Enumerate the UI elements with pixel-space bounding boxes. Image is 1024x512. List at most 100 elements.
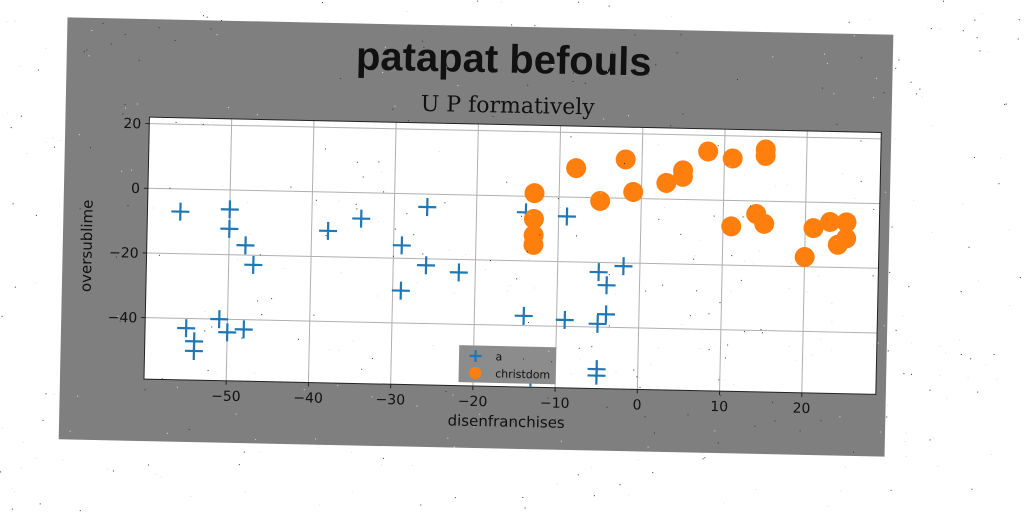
noise-speck	[943, 1, 944, 2]
noise-speck	[624, 163, 625, 164]
noise-speck	[906, 456, 907, 457]
noise-speck	[861, 57, 862, 58]
noise-speck	[977, 392, 978, 393]
noise-speck	[911, 82, 912, 83]
noise-speck	[407, 11, 408, 12]
noise-speck	[827, 63, 828, 64]
noise-speck	[443, 24, 444, 25]
noise-speck	[633, 370, 634, 371]
noise-speck	[750, 206, 751, 207]
noise-speck	[700, 240, 701, 241]
noise-speck	[12, 488, 13, 489]
noise-speck	[316, 200, 317, 201]
noise-speck	[869, 19, 870, 20]
noise-speck	[640, 387, 641, 388]
noise-speck	[761, 329, 762, 330]
noise-speck	[1004, 104, 1005, 105]
noise-speck	[607, 407, 608, 408]
noise-speck	[454, 293, 455, 294]
noise-speck	[612, 51, 613, 52]
noise-speck	[237, 259, 238, 260]
x-tick-label: −50	[211, 388, 241, 405]
noise-speck	[658, 219, 659, 220]
noise-speck	[974, 20, 975, 21]
noise-speck	[873, 275, 874, 276]
noise-speck	[170, 188, 171, 189]
noise-speck	[203, 15, 204, 16]
noise-speck	[840, 490, 841, 491]
noise-speck	[985, 364, 986, 365]
noise-speck	[576, 235, 577, 236]
noise-speck	[383, 191, 384, 192]
noise-speck	[116, 257, 117, 258]
noise-speck	[887, 405, 888, 406]
noise-speck	[842, 173, 843, 174]
noise-speck	[603, 119, 604, 120]
noise-speck	[501, 2, 502, 3]
noise-speck	[714, 216, 715, 217]
noise-speck	[654, 433, 655, 434]
noise-speck	[556, 351, 557, 352]
x-tick-label: 20	[792, 401, 810, 417]
noise-speck	[974, 157, 975, 158]
noise-speck	[903, 315, 904, 316]
noise-speck	[807, 292, 808, 293]
noise-speck	[558, 198, 559, 199]
noise-speck	[978, 281, 979, 282]
noise-speck	[534, 288, 535, 289]
noise-speck	[695, 255, 696, 256]
noise-speck	[254, 373, 255, 374]
noise-speck	[257, 301, 258, 302]
noise-speck	[579, 348, 580, 349]
chart-title: patapat befouls	[356, 34, 652, 84]
noise-speck	[616, 371, 617, 372]
y-tick-label: 20	[123, 116, 141, 132]
noise-speck	[934, 438, 935, 439]
noise-speck	[257, 114, 258, 115]
noise-speck	[737, 79, 738, 80]
noise-speck	[700, 348, 701, 349]
noise-speck	[908, 286, 909, 287]
noise-speck	[372, 358, 373, 359]
noise-speck	[521, 216, 522, 217]
noise-speck	[620, 484, 621, 485]
noise-speck	[372, 396, 373, 397]
legend-label-christdom: christdom	[495, 367, 550, 381]
noise-speck	[175, 40, 176, 41]
noise-speck	[969, 247, 970, 248]
noise-speck	[729, 166, 730, 167]
noise-speck	[904, 441, 905, 442]
noise-speck	[19, 66, 20, 67]
noise-speck	[406, 213, 407, 214]
noise-speck	[529, 259, 530, 260]
noise-speck	[876, 78, 877, 79]
noise-speck	[177, 387, 178, 388]
noise-speck	[688, 414, 689, 415]
noise-speck	[315, 438, 316, 439]
noise-speck	[922, 96, 923, 97]
noise-speck	[696, 290, 697, 291]
noise-speck	[945, 353, 946, 354]
noise-speck	[352, 492, 353, 493]
noise-speck	[121, 171, 122, 172]
noise-speck	[90, 147, 91, 148]
noise-speck	[655, 64, 656, 65]
noise-speck	[337, 385, 338, 386]
noise-speck	[551, 385, 552, 386]
noise-speck	[36, 215, 37, 216]
noise-speck	[21, 116, 22, 117]
noise-speck	[775, 421, 776, 422]
noise-speck	[62, 460, 63, 461]
noise-speck	[393, 256, 394, 257]
noise-speck	[381, 172, 382, 173]
noise-speck	[408, 120, 409, 121]
noise-speck	[244, 452, 245, 453]
noise-speck	[884, 325, 885, 326]
noise-speck	[27, 153, 28, 154]
noise-speck	[60, 140, 61, 141]
noise-speck	[465, 254, 466, 255]
noise-speck	[1006, 104, 1007, 105]
noise-speck	[609, 6, 610, 7]
noise-speck	[594, 495, 595, 496]
